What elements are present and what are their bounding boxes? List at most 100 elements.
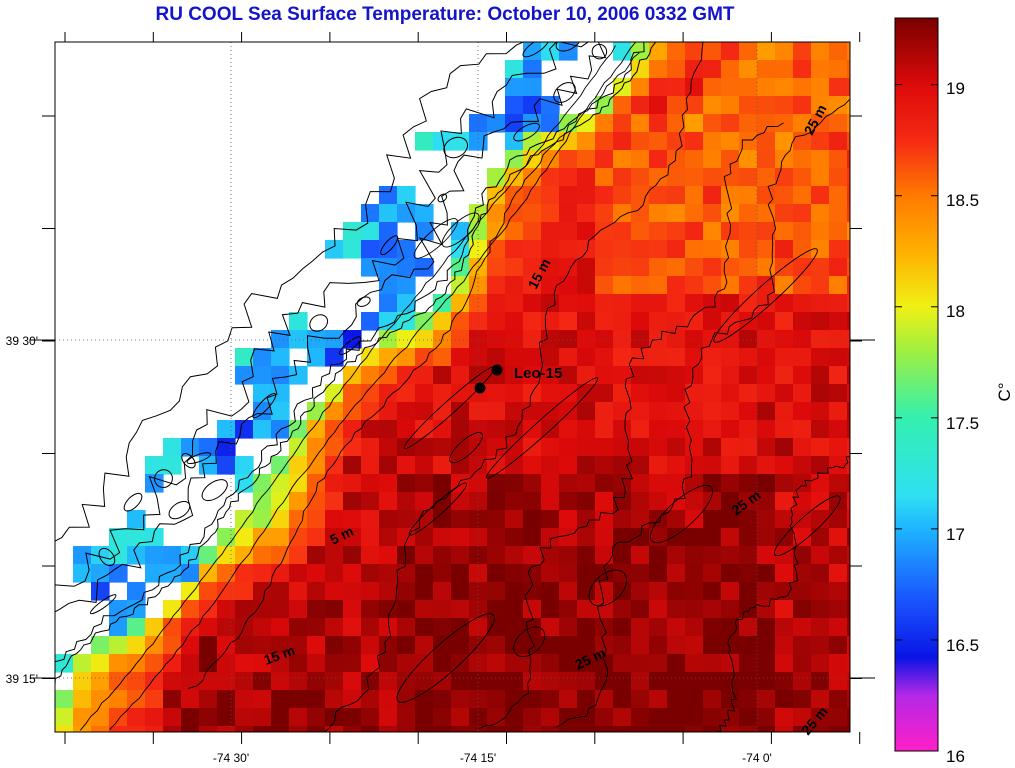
- sst-cell: [667, 420, 686, 439]
- sst-cell: [577, 438, 596, 457]
- sst-cell: [505, 78, 524, 97]
- sst-cell: [307, 456, 326, 475]
- sst-cell: [631, 222, 650, 241]
- sst-cell: [865, 168, 884, 187]
- sst-cell: [793, 60, 812, 79]
- sst-cell: [667, 582, 686, 601]
- sst-cell: [505, 222, 524, 241]
- sst-cell: [685, 114, 704, 133]
- sst-cell: [541, 114, 560, 133]
- sst-cell: [595, 402, 614, 421]
- sst-cell: [343, 726, 362, 732]
- sst-cell: [793, 420, 812, 439]
- colorbar-ticks: [895, 84, 938, 752]
- sst-cell: [433, 366, 452, 385]
- sst-cell: [379, 690, 398, 709]
- sst-cell: [721, 726, 740, 732]
- sst-cell: [847, 204, 850, 223]
- sst-cell: [433, 312, 452, 331]
- sst-cell: [667, 258, 686, 277]
- sst-cell: [793, 744, 812, 763]
- sst-cell: [865, 276, 884, 295]
- sst-cell: [865, 330, 884, 349]
- sst-cell: [235, 546, 254, 565]
- sst-cell: [55, 726, 74, 732]
- sst-cell: [595, 384, 614, 403]
- sst-cell: [739, 546, 758, 565]
- sst-cell: [325, 384, 344, 403]
- sst-cell: [271, 528, 290, 547]
- sst-cell: [307, 546, 326, 565]
- sst-cell: [415, 492, 434, 511]
- sst-cell: [613, 726, 632, 732]
- sst-cell: [757, 618, 776, 637]
- sst-cell: [703, 492, 722, 511]
- sst-cell: [667, 564, 686, 583]
- sst-cell: [649, 132, 668, 151]
- sst-cell: [415, 348, 434, 367]
- sst-cell: [793, 258, 812, 277]
- sst-cell: [199, 726, 218, 732]
- station-markers: Leo-15: [474, 364, 562, 394]
- sst-cell: [559, 510, 578, 529]
- sst-cell: [757, 564, 776, 583]
- sst-cell: [253, 636, 272, 655]
- sst-cell: [379, 312, 398, 331]
- sst-cell: [811, 546, 830, 565]
- sst-cell: [523, 294, 542, 313]
- sst-cell: [505, 348, 524, 367]
- sst-cell: [217, 672, 236, 691]
- sst-cell: [829, 294, 848, 313]
- lon-label-74-30: -74 30': [213, 751, 249, 765]
- sst-cell: [847, 654, 850, 673]
- sst-cell: [289, 312, 308, 331]
- sst-cell: [379, 708, 398, 727]
- sst-cell: [523, 330, 542, 349]
- sst-cell: [595, 366, 614, 385]
- sst-cell: [595, 744, 614, 763]
- sst-cell: [775, 384, 794, 403]
- sst-cell: [703, 402, 722, 421]
- sst-cell: [793, 222, 812, 241]
- sst-cell: [163, 744, 182, 763]
- sst-cell: [397, 654, 416, 673]
- sst-cell: [721, 690, 740, 709]
- sst-cell: [667, 78, 686, 97]
- sst-cell: [811, 78, 830, 97]
- sst-cell: [559, 150, 578, 169]
- colorbar-label-19: 19: [946, 79, 965, 98]
- sst-cell: [667, 294, 686, 313]
- sst-cell: [721, 402, 740, 421]
- sst-cell: [433, 474, 452, 493]
- shoal-contour: [408, 482, 468, 536]
- sst-cell: [865, 222, 884, 241]
- sst-cell: [577, 492, 596, 511]
- sst-cell: [541, 330, 560, 349]
- sst-cell: [559, 654, 578, 673]
- sst-cell: [163, 672, 182, 691]
- sst-cell: [865, 618, 884, 637]
- sst-cell: [397, 744, 416, 763]
- sst-cell: [523, 366, 542, 385]
- colorbar: 19 18.5 18 17.5 17 16.5 16 C°: [894, 17, 1014, 766]
- sst-cell: [865, 42, 884, 61]
- sst-cell: [307, 510, 326, 529]
- sst-cell: [685, 294, 704, 313]
- sst-cell: [91, 654, 110, 673]
- sst-cell: [811, 726, 830, 732]
- sst-cell: [73, 672, 92, 691]
- sst-cell: [559, 528, 578, 547]
- sst-cell: [325, 726, 344, 732]
- sst-cell: [127, 510, 146, 529]
- marsh-island: [513, 122, 540, 142]
- sst-cell: [631, 420, 650, 439]
- sst-cell: [415, 402, 434, 421]
- sst-cell: [541, 672, 560, 691]
- sst-cell: [595, 708, 614, 727]
- sst-cell: [343, 708, 362, 727]
- sst-cell: [361, 546, 380, 565]
- sst-cell: [505, 330, 524, 349]
- sst-cell: [703, 618, 722, 637]
- sst-cell: [577, 222, 596, 241]
- marsh-island: [607, 0, 629, 16]
